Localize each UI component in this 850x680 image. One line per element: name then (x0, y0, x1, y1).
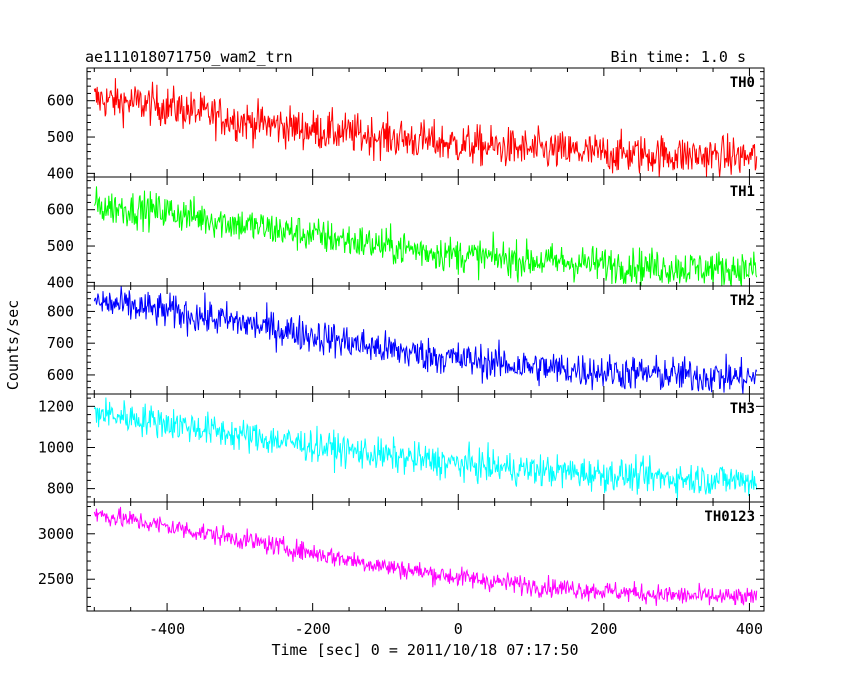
x-axis-label: Time [sec] 0 = 2011/10/18 07:17:50 (271, 641, 578, 659)
series-line-th0123 (93, 506, 758, 606)
panel-th1: 400 500 600 TH1 (47, 176, 765, 291)
y-tick-label: 700 (47, 334, 74, 352)
panel-th0123: 2500 3000 TH0123 (38, 501, 765, 612)
y-tick-label: 600 (47, 366, 74, 384)
y-tick-label: 600 (47, 201, 74, 219)
series-line-th2 (93, 286, 758, 394)
series-line-th3 (93, 397, 758, 501)
y-tick-label: 500 (47, 128, 74, 146)
panel-label: TH0123 (704, 509, 755, 525)
y-tick-label: 1000 (38, 438, 74, 456)
y-tick-label: 800 (47, 480, 74, 498)
x-tick-label: -200 (295, 620, 331, 638)
y-tick-label: 500 (47, 237, 74, 255)
panel-label: TH0 (730, 75, 755, 91)
panel-label: TH2 (730, 293, 755, 309)
y-tick-label: 2500 (38, 570, 74, 588)
y-tick-label: 3000 (38, 525, 74, 543)
y-tick-label: 400 (47, 273, 74, 291)
y-tick-label: 800 (47, 302, 74, 320)
panel-label: TH1 (730, 184, 755, 200)
x-tick-label: 200 (590, 620, 617, 638)
y-axis-label: Counts/sec (4, 300, 22, 390)
chart-title: ae111018071750_wam2_trn (85, 48, 293, 66)
x-axis-tick-labels: -400 -200 0 200 400 (149, 620, 763, 638)
panel-frame (86, 501, 765, 612)
y-tick-label: 1200 (38, 397, 74, 415)
panel-th2: 600 700 800 TH2 (47, 285, 765, 395)
panel-th0: 400 500 600 TH0 (47, 67, 765, 182)
panel-frame (86, 67, 765, 178)
x-tick-label: -400 (149, 620, 185, 638)
series-line-th1 (93, 186, 758, 286)
panel-th3: 800 1000 1200 TH3 (38, 393, 765, 503)
bin-time-label: Bin time: 1.0 s (611, 48, 746, 66)
panel-label: TH3 (730, 401, 755, 417)
y-tick-label: 600 (47, 92, 74, 110)
series-line-th0 (93, 78, 758, 177)
x-tick-label: 0 (454, 620, 463, 638)
chart-panels: 400 500 600 TH0 400 500 600 TH1 600 700 800 TH2 800 1… (38, 67, 765, 612)
x-tick-label: 400 (736, 620, 763, 638)
y-tick-label: 400 (47, 164, 74, 182)
